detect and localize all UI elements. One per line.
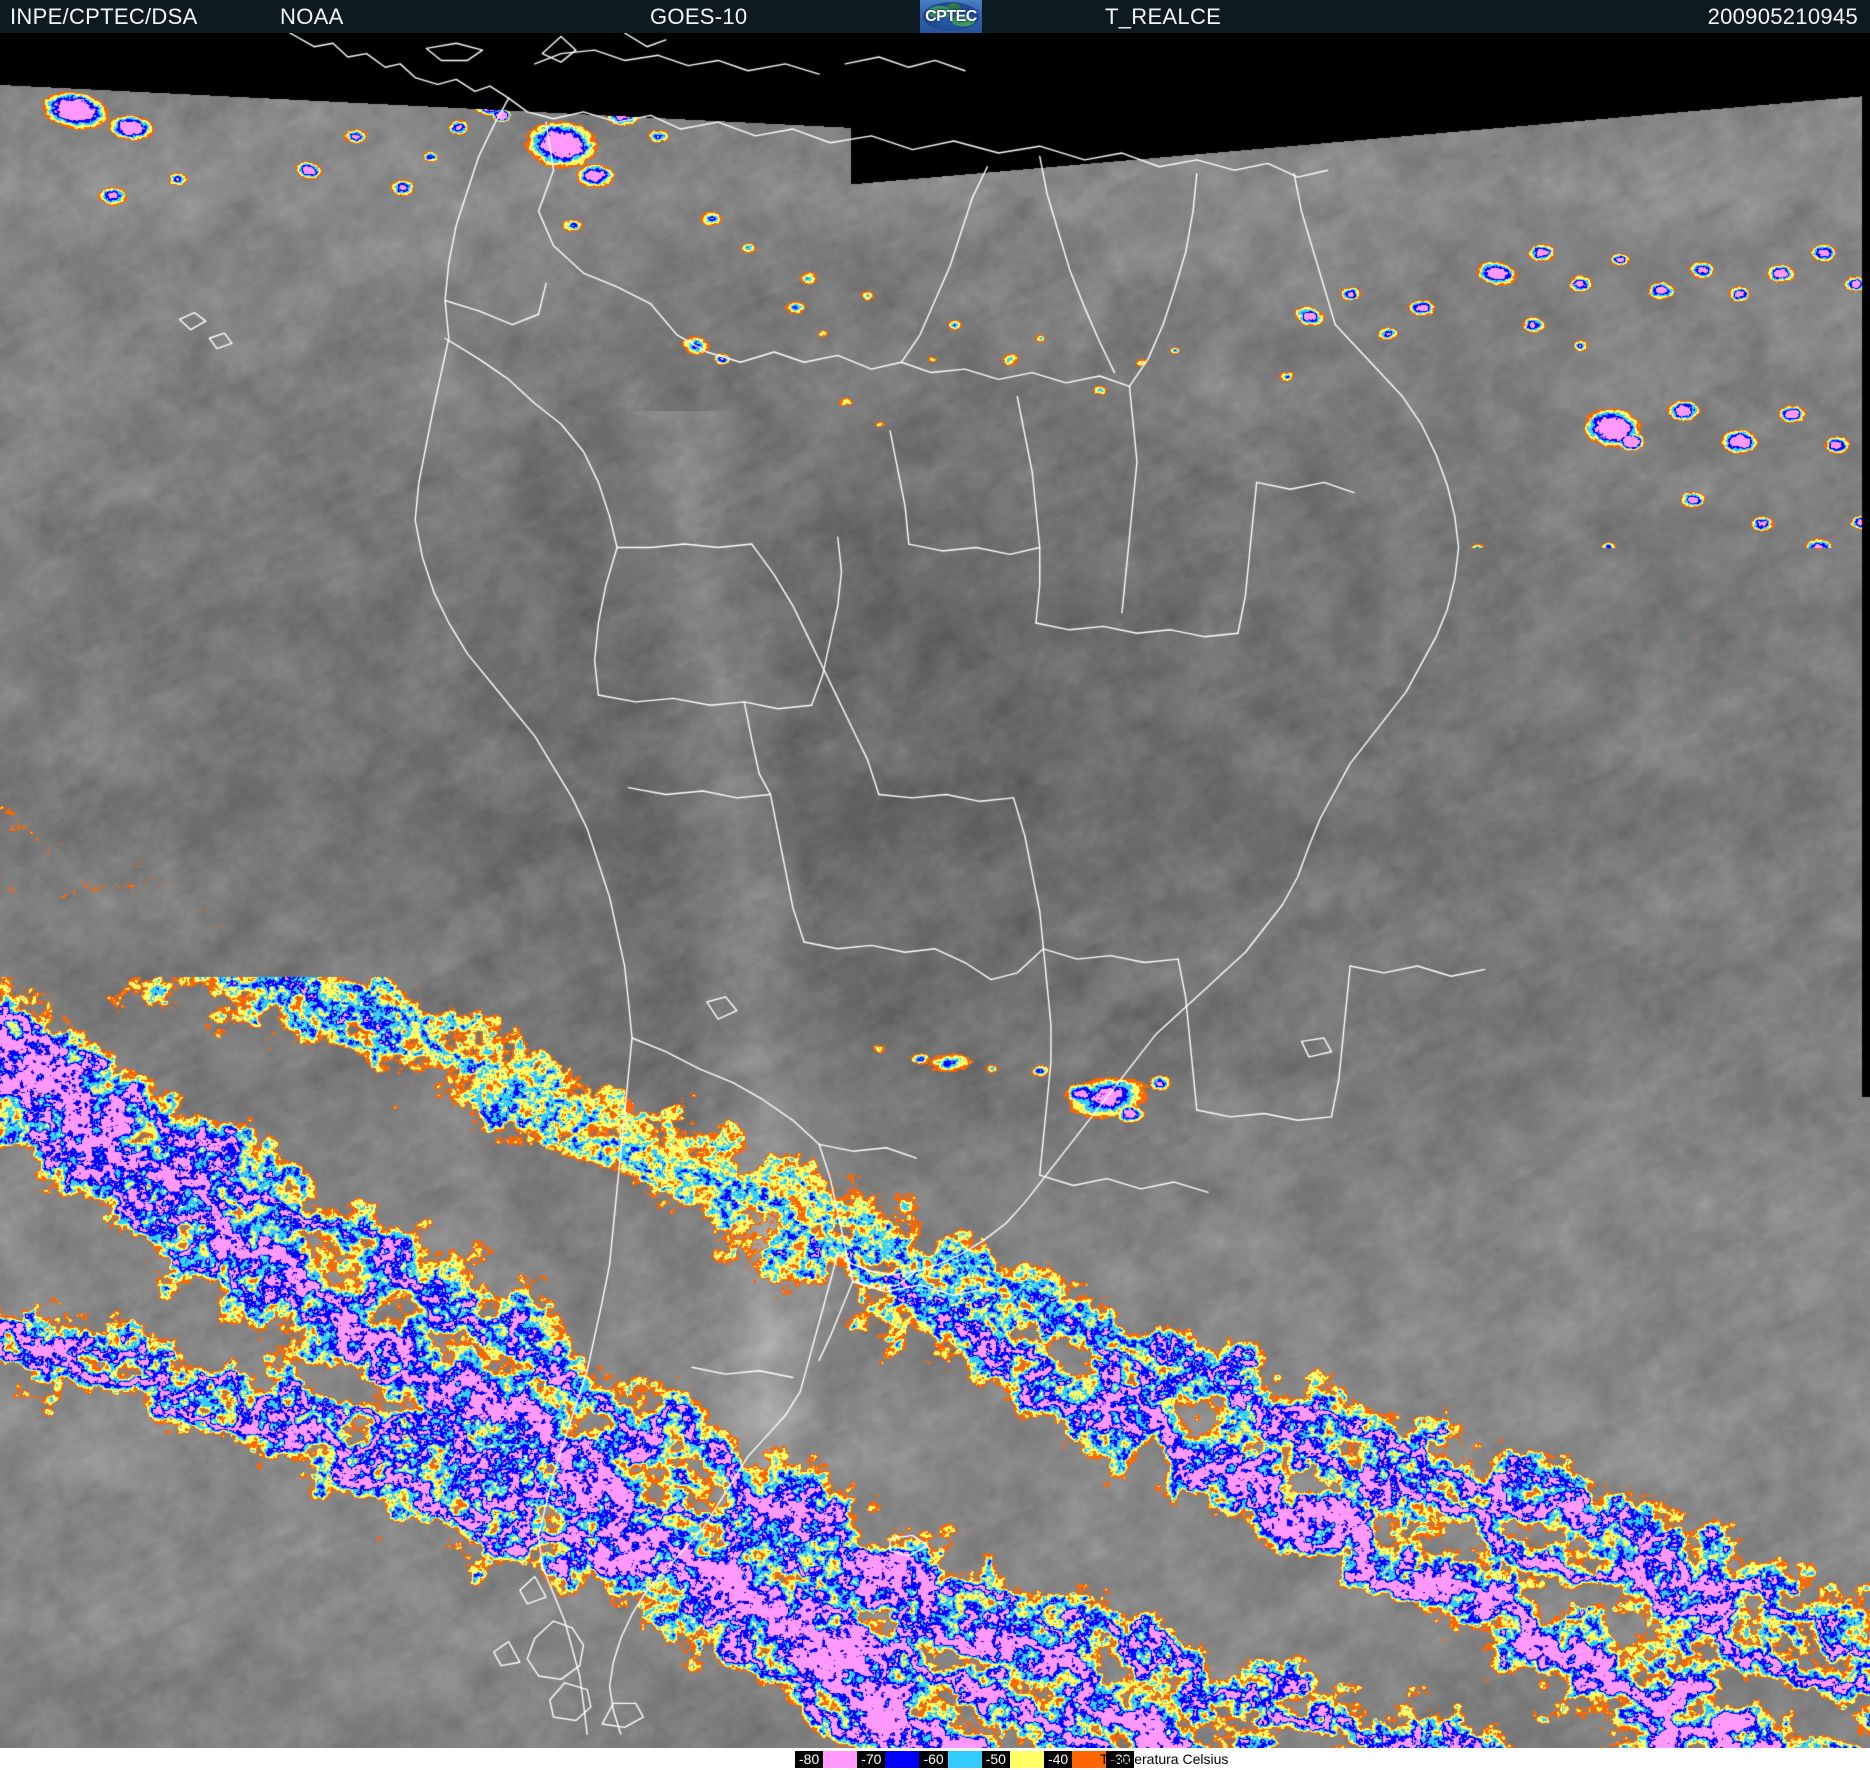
satellite-image-area (0, 33, 1870, 1748)
globe-shape (923, 2, 979, 31)
cptec-globe-icon: CPTEC (920, 0, 982, 33)
colorbar-swatch (1072, 1751, 1107, 1768)
colorbar-swatch (1009, 1751, 1044, 1768)
agency-label: INPE/CPTEC/DSA (10, 4, 198, 29)
colorbar-tick-label: -70 (857, 1751, 886, 1768)
colorbar-swatch (885, 1751, 920, 1768)
legend-caption: Temperatura Celsius (1100, 1751, 1229, 1767)
temperature-colorbar: -80 -70 -60 -50 -40 -30 (795, 1751, 1135, 1768)
satellite-label: GOES-10 (650, 4, 748, 29)
header-bar: INPE/CPTEC/DSA NOAA GOES-10 CPTEC T_REAL… (0, 0, 1870, 33)
colorbar-tick-label: -80 (795, 1751, 824, 1768)
colorbar-tick-label: -60 (919, 1751, 948, 1768)
cptec-logo-text: CPTEC (925, 7, 977, 25)
data-provider-label: NOAA (280, 4, 344, 29)
colorbar-swatch (823, 1751, 858, 1768)
timestamp-label: 200905210945 (1707, 4, 1858, 29)
colorbar-tick-label: -40 (1043, 1751, 1073, 1768)
colorbar-swatch (947, 1751, 982, 1768)
colorbar-tick-label: -30 (1106, 1751, 1135, 1768)
colorbar-tick-label: -50 (981, 1751, 1010, 1768)
legend-bar: -80 -70 -60 -50 -40 -30 Temperatura Celsius (0, 1748, 1870, 1770)
product-label: T_REALCE (1105, 4, 1222, 29)
infrared-satellite-raster (0, 33, 1870, 1748)
